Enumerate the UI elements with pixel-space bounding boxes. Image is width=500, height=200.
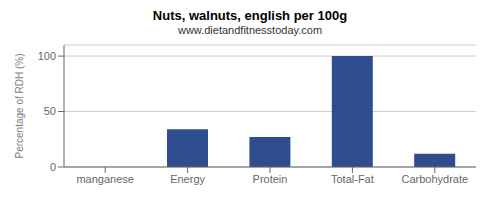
svg-text:Total-Fat: Total-Fat [331, 173, 374, 185]
html-text:Nuts, walnuts, english per 100: Nuts, walnuts, english per 100g [152, 8, 348, 23]
html-text:www.dietandfitnesstoday.com: www.dietandfitnesstoday.com [178, 24, 322, 36]
svg-text:0: 0 [50, 161, 56, 173]
svg-text:Protein: Protein [253, 173, 288, 185]
svg-text:Carbohydrate: Carbohydrate [401, 173, 468, 185]
svg-text:manganese: manganese [76, 173, 134, 185]
svg-text:100: 100 [38, 50, 56, 62]
svg-text:50: 50 [44, 105, 56, 117]
svg-text:Energy: Energy [170, 173, 205, 185]
svg-text:Percentage of RDH (%): Percentage of RDH (%) [14, 53, 25, 158]
